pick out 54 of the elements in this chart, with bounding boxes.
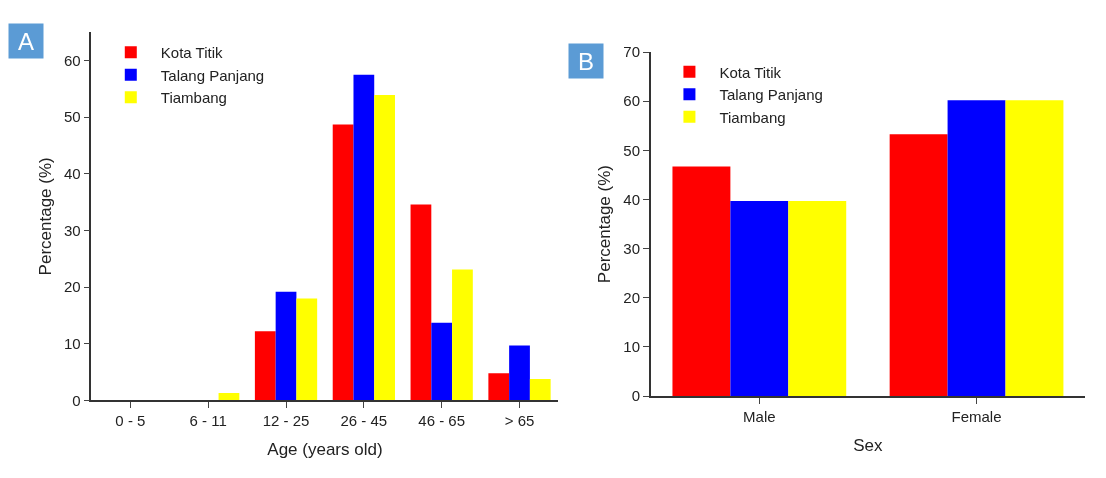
- y-tick-label: 40: [623, 190, 640, 208]
- x-tick-label: Male: [743, 407, 776, 425]
- bar: [374, 95, 395, 401]
- bar: [452, 269, 473, 401]
- bar: [332, 124, 354, 401]
- bar: [488, 373, 510, 401]
- y-tick-label: 20: [64, 278, 81, 296]
- y-tick-label: 10: [64, 335, 81, 353]
- x-tick-label: 0 - 5: [115, 412, 146, 430]
- x-tick-label: 26 - 45: [340, 412, 388, 430]
- legend-label: Tiambang: [160, 89, 227, 107]
- y-axis-title: Percentage (%): [36, 157, 56, 276]
- x-tick-label: > 65: [504, 412, 535, 430]
- legend-label: Talang Panjang: [719, 86, 823, 104]
- legend-label: Tiambang: [719, 108, 786, 126]
- bar: [509, 345, 530, 401]
- y-tick-label: 30: [623, 239, 640, 257]
- y-axis-title: Percentage (%): [595, 165, 615, 284]
- bar: [1005, 100, 1064, 397]
- bar: [275, 291, 297, 401]
- y-tick-label: 60: [64, 51, 81, 69]
- y-tick-label: 40: [64, 165, 81, 183]
- x-axis-title: Sex: [853, 435, 884, 455]
- x-tick-label: Female: [951, 407, 1002, 425]
- x-tick-label: 12 - 25: [262, 412, 310, 430]
- chart-title: B: [577, 47, 595, 75]
- bar: [254, 331, 276, 401]
- legend-label: Talang Panjang: [160, 66, 265, 84]
- bar: [353, 74, 375, 401]
- y-tick-label: 60: [623, 92, 640, 110]
- bar: [672, 166, 731, 397]
- y-tick-label: 50: [64, 108, 81, 126]
- x-tick-label: 46 - 65: [418, 412, 466, 430]
- bar: [529, 378, 551, 401]
- legend-label: Kota Titik: [160, 44, 223, 62]
- y-tick-label: 30: [64, 221, 81, 239]
- bar: [788, 200, 847, 397]
- legend-label: Kota Titik: [719, 63, 782, 81]
- bar: [730, 200, 789, 397]
- bar: [218, 393, 240, 401]
- bar: [889, 134, 948, 397]
- y-tick-label: 70: [623, 43, 640, 61]
- y-tick-label: 0: [72, 391, 81, 409]
- y-tick-label: 50: [623, 141, 640, 159]
- bar: [947, 100, 1006, 397]
- y-tick-label: 0: [631, 387, 640, 405]
- chart-title: A: [17, 27, 35, 55]
- bar: [296, 298, 318, 401]
- x-axis-title: Age (years old): [267, 440, 383, 460]
- y-tick-label: 20: [623, 289, 640, 307]
- x-tick-label: 6 - 11: [189, 412, 227, 430]
- bar: [410, 204, 432, 401]
- bar: [431, 322, 453, 401]
- y-tick-label: 10: [623, 338, 640, 356]
